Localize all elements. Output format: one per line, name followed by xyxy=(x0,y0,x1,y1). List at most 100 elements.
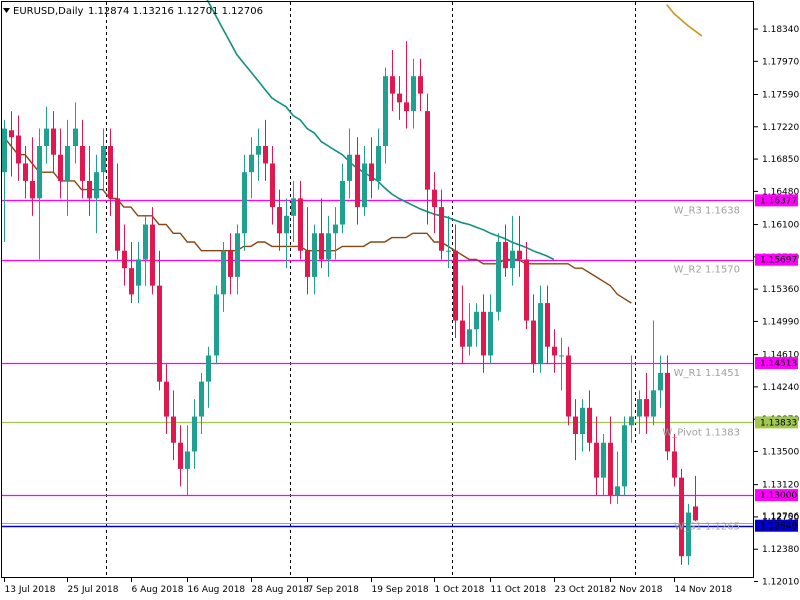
candle-body xyxy=(679,477,684,557)
candle xyxy=(418,58,423,112)
candle-body xyxy=(496,242,501,312)
candle-body xyxy=(37,146,42,199)
candle xyxy=(538,285,543,373)
candle xyxy=(665,355,670,461)
candle-body xyxy=(383,76,388,146)
level-label-w-pivot: W_Pivot 1.1383 xyxy=(662,427,740,438)
candle xyxy=(439,189,444,260)
candle-body xyxy=(44,128,49,146)
candle xyxy=(517,215,522,277)
candle-body xyxy=(566,355,571,417)
candle xyxy=(594,416,599,496)
candle xyxy=(277,189,282,251)
candle-body xyxy=(467,329,472,347)
candle xyxy=(629,355,634,443)
y-tick-label: 1.14990 xyxy=(762,317,799,327)
x-tick-label: 16 Aug 2018 xyxy=(188,585,246,595)
axis-badge-bid: 1.12649 xyxy=(755,519,798,532)
candle-body xyxy=(228,250,233,277)
chart-menu-icon[interactable] xyxy=(3,8,10,13)
candle-body xyxy=(686,512,691,557)
candle-body xyxy=(425,111,430,190)
candle xyxy=(58,128,63,199)
candle xyxy=(2,119,7,242)
axis-badge-bg xyxy=(755,194,798,207)
candle xyxy=(488,294,493,365)
candle xyxy=(333,207,338,260)
candle-body xyxy=(108,146,113,199)
candle xyxy=(129,242,134,304)
pivot-levels xyxy=(2,199,754,528)
candle-body xyxy=(545,303,550,347)
candle xyxy=(228,233,233,295)
candle-body xyxy=(552,346,557,356)
candle-body xyxy=(221,250,226,295)
candle-body xyxy=(171,416,176,443)
candle xyxy=(559,338,564,391)
candle xyxy=(256,128,261,181)
candle xyxy=(136,242,141,304)
axis-badge-text: 1.12649 xyxy=(760,522,797,532)
candle-body xyxy=(355,154,360,208)
candle xyxy=(270,146,275,225)
candle xyxy=(446,215,451,269)
axis-badge-w-r2: 1.15697 xyxy=(755,253,798,266)
x-tick-label: 1 Oct 2018 xyxy=(435,585,485,595)
candle-body xyxy=(376,146,381,181)
candle-body xyxy=(242,172,247,234)
x-tick-label: 28 Aug 2018 xyxy=(252,585,310,595)
candle xyxy=(122,224,127,286)
candle-body xyxy=(644,399,649,417)
axis-badge-bg xyxy=(755,519,798,532)
candle-body xyxy=(143,224,148,260)
candle-body xyxy=(65,146,70,181)
candle xyxy=(291,180,296,242)
x-tick-label: 19 Sep 2018 xyxy=(372,585,429,595)
candle xyxy=(362,146,367,216)
candle-body xyxy=(256,146,261,155)
level-label-w-r2: W_R2 1.1570 xyxy=(674,265,740,276)
axis-badge-bg xyxy=(755,489,798,502)
candle-body xyxy=(185,451,190,469)
level-label-w-r3: W_R3 1.1638 xyxy=(674,205,740,216)
candle-body xyxy=(531,320,536,365)
candle xyxy=(615,451,620,504)
candle xyxy=(235,224,240,295)
y-tick-label: 1.13500 xyxy=(762,447,799,457)
candle xyxy=(658,355,663,408)
candle xyxy=(199,372,204,434)
y-tick-label: 1.16850 xyxy=(762,155,799,165)
candle-body xyxy=(693,506,698,521)
candle-body xyxy=(397,93,402,103)
axis-badge-text: 1.14513 xyxy=(760,359,797,369)
candle xyxy=(503,224,508,277)
axis-badge-text: 1.16377 xyxy=(760,196,797,206)
time-axis: 13 Jul 2018 25 Jul 2018 6 Aug 2018 16 Aug 2… xyxy=(4,578,732,595)
candle-body xyxy=(503,242,508,269)
x-tick-label: 7 Sep 2018 xyxy=(308,585,360,595)
candle-body xyxy=(178,442,183,469)
x-tick-label: 23 Oct 2018 xyxy=(555,585,611,595)
candle xyxy=(65,119,70,216)
candle xyxy=(383,67,388,164)
candle xyxy=(44,106,49,164)
plot-border xyxy=(1,1,754,578)
candle xyxy=(481,294,486,373)
candle xyxy=(622,416,627,496)
candle xyxy=(115,163,120,260)
candle-body xyxy=(270,163,275,208)
candle xyxy=(566,346,571,426)
x-tick-label: 25 Jul 2018 xyxy=(68,585,119,595)
candle-body xyxy=(411,76,416,112)
axis-badge-text: 1.15697 xyxy=(760,256,797,266)
x-tick-label: 13 Jul 2018 xyxy=(5,585,56,595)
candle-body xyxy=(601,442,606,478)
candle xyxy=(284,198,289,269)
candle xyxy=(108,128,113,216)
candle-body xyxy=(277,207,282,234)
candle xyxy=(298,180,303,260)
candle xyxy=(672,434,677,487)
y-tick-label: 1.12750 xyxy=(762,513,799,523)
candle xyxy=(587,390,592,452)
candle xyxy=(453,224,458,338)
